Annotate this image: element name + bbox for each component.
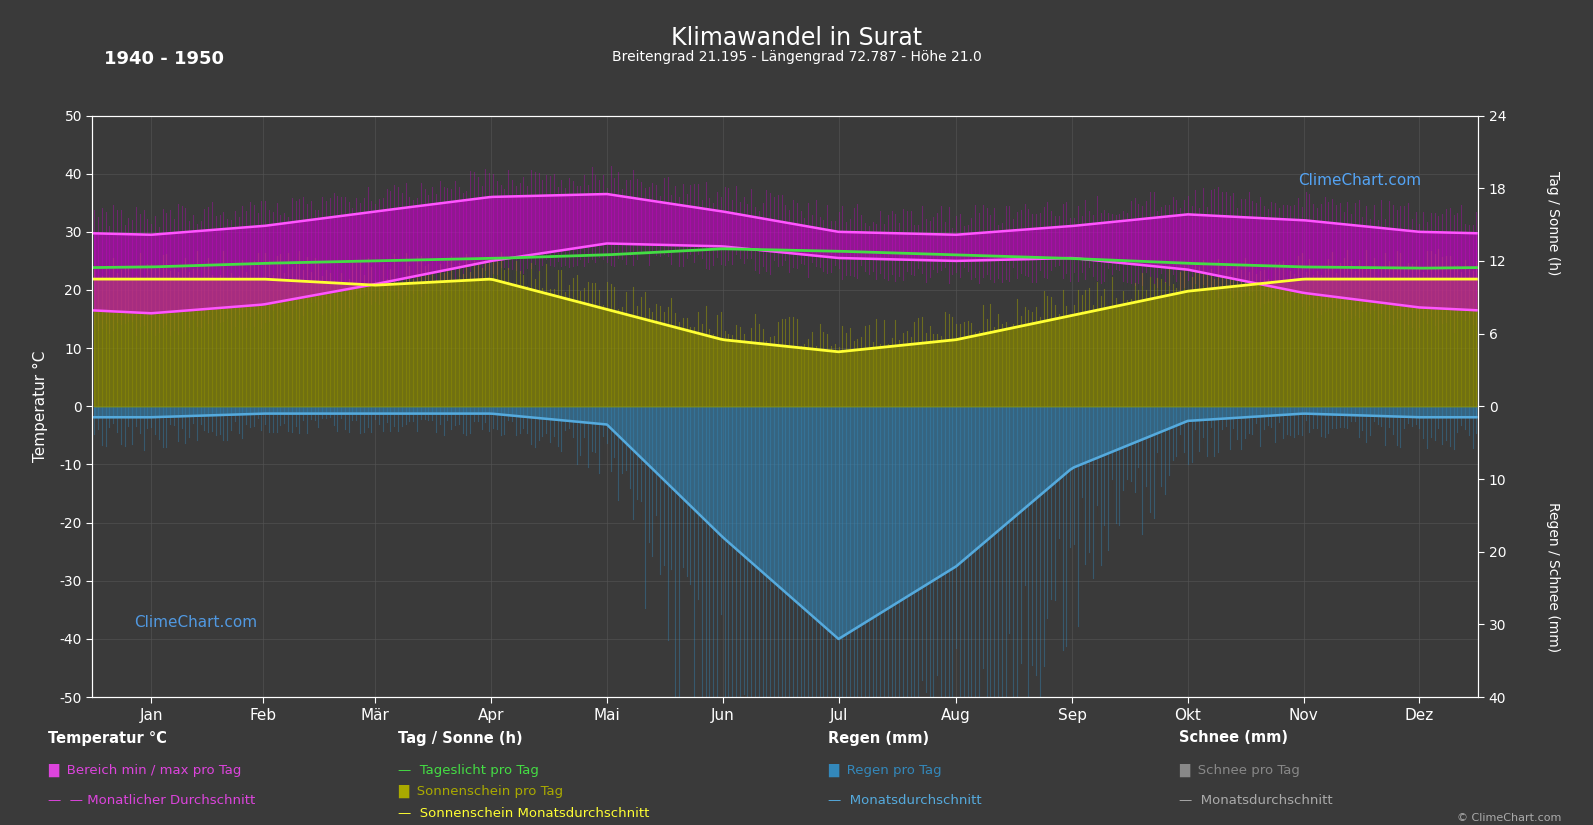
Text: 1940 - 1950: 1940 - 1950	[104, 50, 223, 68]
Text: —  Monatsdurchschnitt: — Monatsdurchschnitt	[1179, 794, 1332, 808]
Text: —  — Monatlicher Durchschnitt: — — Monatlicher Durchschnitt	[48, 794, 255, 808]
Text: █  Regen pro Tag: █ Regen pro Tag	[828, 764, 941, 777]
Text: █  Sonnenschein pro Tag: █ Sonnenschein pro Tag	[398, 785, 564, 798]
Text: Klimawandel in Surat: Klimawandel in Surat	[671, 26, 922, 50]
Text: Breitengrad 21.195 - Längengrad 72.787 - Höhe 21.0: Breitengrad 21.195 - Längengrad 72.787 -…	[612, 50, 981, 64]
Text: —  Tageslicht pro Tag: — Tageslicht pro Tag	[398, 764, 538, 777]
Y-axis label: Temperatur °C: Temperatur °C	[33, 351, 48, 462]
Text: © ClimeChart.com: © ClimeChart.com	[1456, 813, 1561, 823]
Text: Temperatur °C: Temperatur °C	[48, 730, 167, 746]
Text: Tag / Sonne (h): Tag / Sonne (h)	[1547, 171, 1560, 275]
Text: —  Monatsdurchschnitt: — Monatsdurchschnitt	[828, 794, 981, 808]
Text: —  Sonnenschein Monatsdurchschnitt: — Sonnenschein Monatsdurchschnitt	[398, 807, 650, 820]
Text: Regen / Schnee (mm): Regen / Schnee (mm)	[1547, 502, 1560, 653]
Text: Regen (mm): Regen (mm)	[828, 730, 929, 746]
Text: █  Schnee pro Tag: █ Schnee pro Tag	[1179, 764, 1300, 777]
Text: █  Bereich min / max pro Tag: █ Bereich min / max pro Tag	[48, 764, 241, 777]
Text: ClimeChart.com: ClimeChart.com	[1298, 173, 1421, 188]
Text: Tag / Sonne (h): Tag / Sonne (h)	[398, 730, 523, 746]
Text: Schnee (mm): Schnee (mm)	[1179, 730, 1287, 746]
Text: ClimeChart.com: ClimeChart.com	[134, 615, 256, 630]
